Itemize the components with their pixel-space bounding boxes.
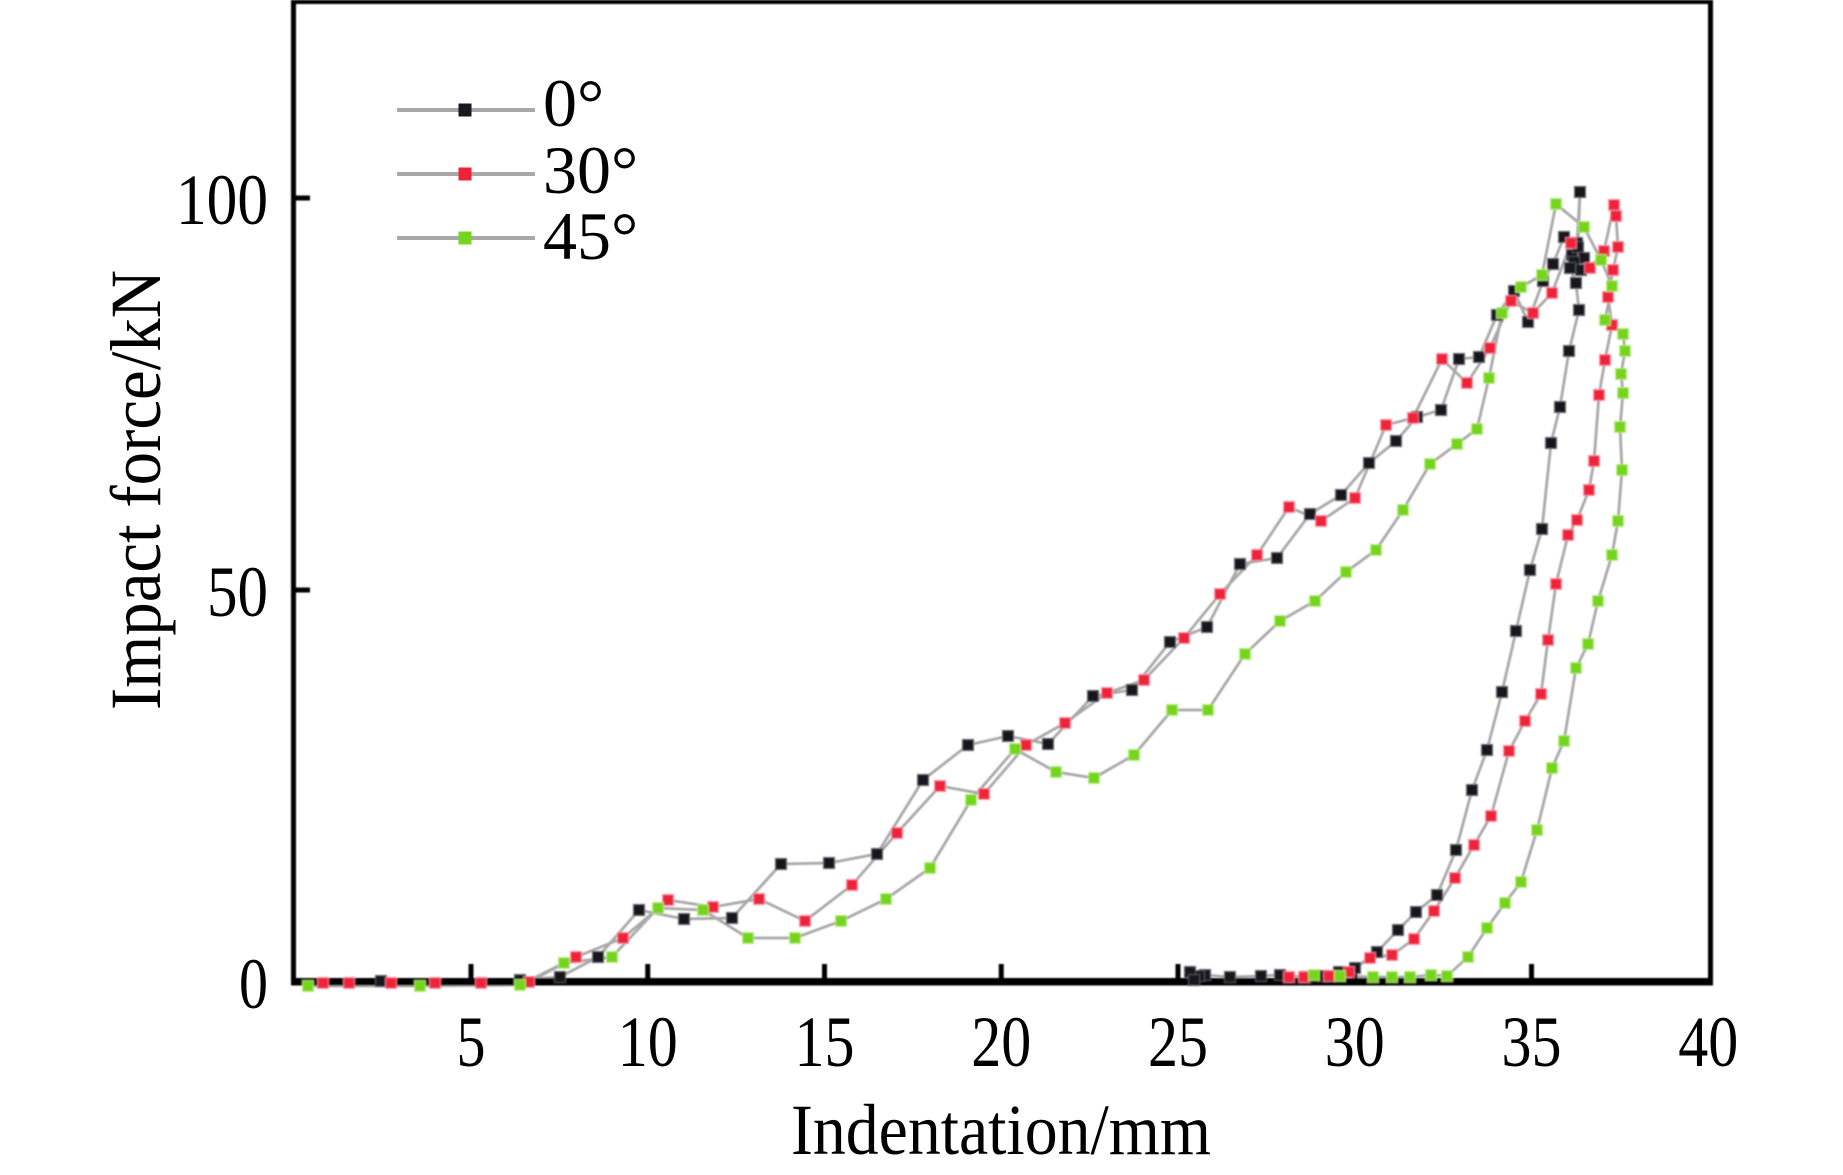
- svg-text:15: 15: [795, 1002, 855, 1082]
- svg-text:5: 5: [457, 1002, 486, 1082]
- svg-text:30°: 30°: [543, 132, 638, 208]
- svg-text:40: 40: [1678, 1002, 1738, 1082]
- svg-text:45°: 45°: [543, 198, 638, 274]
- svg-text:Impact force/kN: Impact force/kN: [96, 270, 176, 710]
- svg-text:10: 10: [618, 1002, 678, 1082]
- svg-text:50: 50: [207, 552, 268, 632]
- svg-text:25: 25: [1148, 1002, 1208, 1082]
- svg-text:0°: 0°: [543, 65, 604, 141]
- svg-text:20: 20: [971, 1002, 1031, 1082]
- svg-text:30: 30: [1325, 1002, 1385, 1082]
- svg-text:0: 0: [239, 944, 268, 1024]
- svg-text:100: 100: [176, 160, 268, 240]
- svg-text:35: 35: [1502, 1002, 1562, 1082]
- svg-text:Indentation/mm: Indentation/mm: [791, 1090, 1211, 1170]
